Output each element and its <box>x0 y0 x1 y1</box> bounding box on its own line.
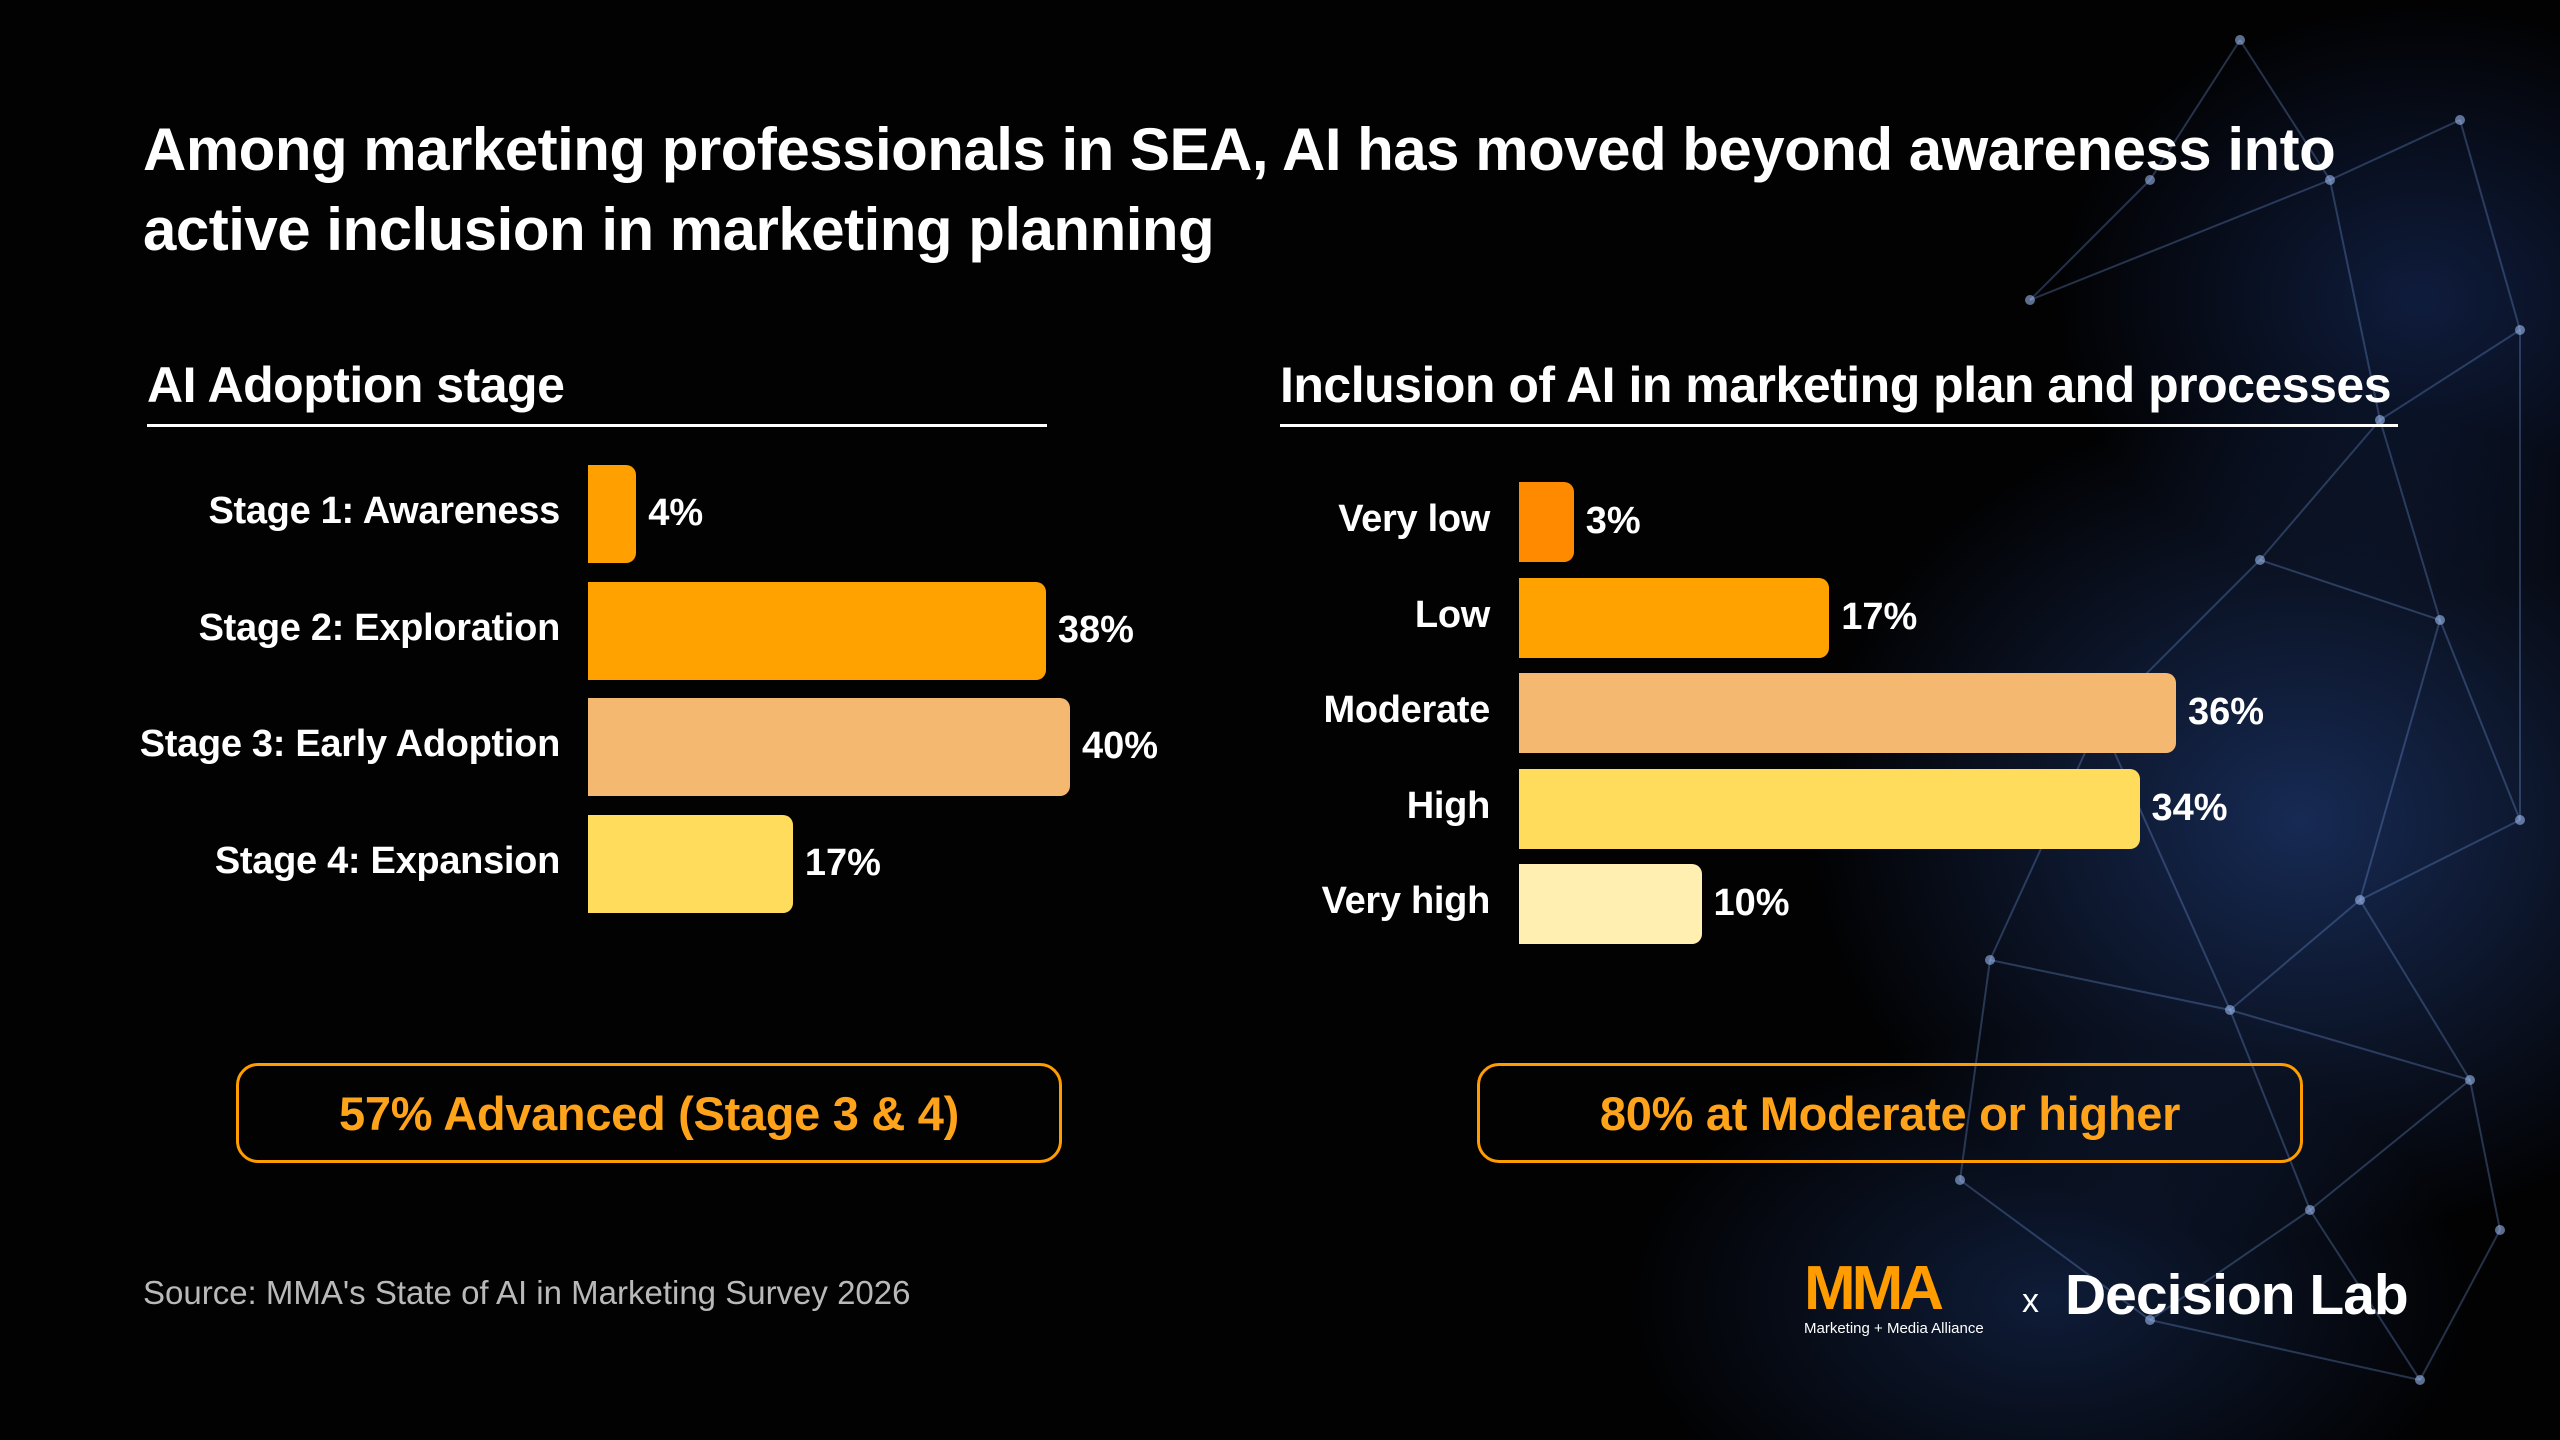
network-node <box>2145 175 2155 185</box>
network-edge <box>2309 1079 2471 1211</box>
network-node <box>2255 555 2265 565</box>
bar <box>588 465 637 563</box>
network-edge <box>2309 1209 2421 1381</box>
network-edge <box>2149 1319 2421 1381</box>
network-edge <box>2229 899 2361 1011</box>
category-label: Low <box>1414 593 1490 636</box>
network-node <box>1985 955 1995 965</box>
network-edge <box>2149 1209 2311 1321</box>
network-edge <box>2239 39 2331 181</box>
network-edge <box>2099 719 2231 1011</box>
network-edge <box>2439 619 2521 821</box>
value-label: 36% <box>2188 691 2265 733</box>
category-label: Stage 3: Early Adoption <box>139 723 561 765</box>
network-node <box>2375 415 2385 425</box>
network-edge <box>2329 179 2381 421</box>
network-edge <box>2419 1229 2501 1381</box>
network-node <box>2455 115 2465 125</box>
chart-title-adoption: AI Adoption stage <box>147 357 565 413</box>
callout-moderate-or-higher: 80% at Moderate or higher <box>1477 1063 2303 1163</box>
value-label: 38% <box>1057 608 1134 651</box>
network-node <box>2495 1225 2505 1235</box>
network-edge <box>2379 329 2521 421</box>
network-node <box>2515 815 2525 825</box>
network-edge <box>2259 419 2381 561</box>
value-label: 17% <box>804 841 881 884</box>
category-label: Stage 4: Expansion <box>214 839 560 882</box>
network-edge <box>2029 179 2151 301</box>
callout-advanced: 57% Advanced (Stage 3 & 4) <box>236 1063 1062 1163</box>
network-edge <box>2229 1009 2311 1211</box>
bar <box>1519 577 1830 658</box>
bar <box>1519 673 2176 753</box>
network-edge <box>2029 179 2331 301</box>
mma-logo: MMA Marketing + Media Alliance <box>1804 1254 1984 1338</box>
network-node <box>2305 1205 2315 1215</box>
network-node <box>2355 895 2365 905</box>
network-node <box>2515 325 2525 335</box>
source-note: Source: MMA's State of AI in Marketing S… <box>143 1274 911 1311</box>
network-node <box>2435 615 2445 625</box>
bar <box>588 581 1046 680</box>
value-label: 17% <box>1841 595 1918 638</box>
logo-separator: x <box>2022 1282 2039 1320</box>
category-label: Stage 1: Awareness <box>208 490 560 532</box>
network-edge <box>2259 559 2441 621</box>
category-label: Moderate <box>1323 689 1490 731</box>
network-edge <box>2359 619 2441 901</box>
network-edge <box>1959 959 1991 1181</box>
value-label: 34% <box>2151 786 2228 829</box>
network-node <box>2025 295 2035 305</box>
value-label: 10% <box>1713 882 1790 924</box>
bar <box>588 814 793 913</box>
network-node <box>2325 175 2335 185</box>
network-edge <box>2459 119 2521 331</box>
value-label: 4% <box>648 492 704 534</box>
network-edge <box>2359 899 2471 1081</box>
chart-title-underline-adoption <box>147 424 1047 427</box>
mma-logo-text: MMA <box>1804 1254 1944 1323</box>
bar <box>1519 482 1574 562</box>
value-label: 40% <box>1082 725 1159 767</box>
network-edge <box>2379 419 2441 621</box>
network-edge <box>1959 1179 2151 1321</box>
category-label: Very high <box>1321 880 1491 922</box>
decision-lab-logo: Decision Lab <box>2065 1263 2409 1327</box>
network-edge <box>2469 1079 2501 1231</box>
slide-title: Among marketing professionals in SEA, AI… <box>143 116 2336 263</box>
bar <box>1519 768 2140 849</box>
network-node <box>2145 1315 2155 1325</box>
bar <box>1519 864 1702 944</box>
chart-title-inclusion: Inclusion of AI in marketing plan and pr… <box>1280 357 2392 413</box>
category-label: Very low <box>1338 498 1490 540</box>
network-node <box>2225 1005 2235 1015</box>
network-node <box>2465 1075 2475 1085</box>
category-label: Stage 2: Exploration <box>198 606 561 649</box>
network-edge <box>2229 1009 2471 1081</box>
network-node <box>1955 1175 1965 1185</box>
mma-logo-subtitle: Marketing + Media Alliance <box>1804 1320 1984 1337</box>
network-node <box>2235 35 2245 45</box>
chart-title-underline-inclusion <box>1280 424 2398 427</box>
value-label: 3% <box>1585 500 1641 542</box>
bar <box>588 698 1070 796</box>
network-edge <box>1989 959 2231 1011</box>
network-edge <box>2329 119 2461 181</box>
network-node <box>2415 1375 2425 1385</box>
network-edge <box>2359 819 2521 901</box>
category-label: High <box>1406 784 1491 827</box>
network-edge <box>2149 39 2241 181</box>
